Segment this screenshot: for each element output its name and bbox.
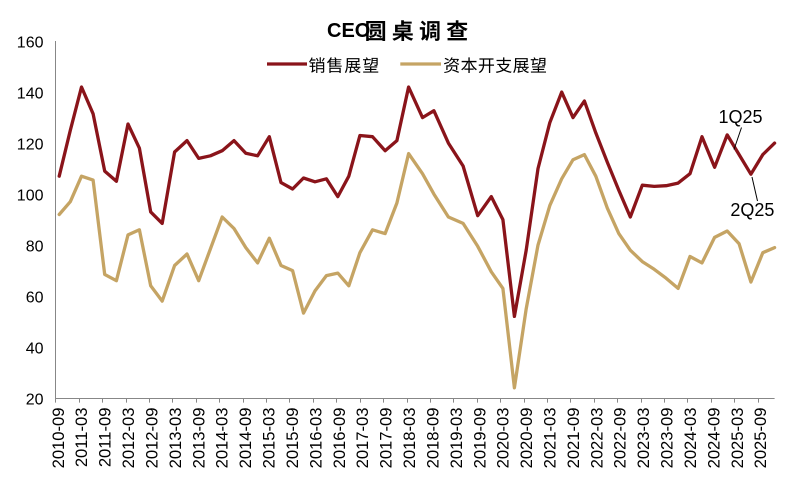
svg-text:2016-03: 2016-03: [306, 408, 325, 469]
svg-text:2013-09: 2013-09: [189, 408, 208, 469]
svg-text:2012-09: 2012-09: [143, 408, 162, 469]
svg-text:2017-09: 2017-09: [377, 408, 396, 469]
svg-text:2014-03: 2014-03: [213, 408, 232, 469]
svg-text:2022-09: 2022-09: [611, 408, 630, 469]
svg-text:2021-09: 2021-09: [564, 408, 583, 469]
svg-text:2024-03: 2024-03: [681, 408, 700, 469]
svg-text:2011-09: 2011-09: [96, 408, 115, 468]
svg-text:2018-03: 2018-03: [400, 408, 419, 469]
svg-text:2013-03: 2013-03: [166, 408, 185, 469]
svg-text:2Q25: 2Q25: [730, 200, 774, 220]
svg-text:2019-09: 2019-09: [470, 408, 489, 469]
svg-text:60: 60: [26, 289, 44, 306]
svg-text:2015-09: 2015-09: [283, 408, 302, 469]
svg-text:2012-03: 2012-03: [119, 408, 138, 469]
svg-text:160: 160: [17, 34, 44, 51]
svg-text:2014-09: 2014-09: [236, 408, 255, 469]
svg-text:1Q25: 1Q25: [719, 107, 763, 127]
svg-text:2021-03: 2021-03: [541, 408, 560, 469]
svg-text:80: 80: [26, 238, 44, 255]
svg-text:2020-09: 2020-09: [517, 408, 536, 469]
svg-text:2024-09: 2024-09: [704, 408, 723, 469]
svg-text:20: 20: [26, 391, 44, 408]
svg-text:140: 140: [17, 85, 44, 102]
svg-text:2011-03: 2011-03: [72, 408, 91, 468]
svg-text:100: 100: [17, 187, 44, 204]
svg-text:2017-03: 2017-03: [353, 408, 372, 469]
svg-text:2016-09: 2016-09: [330, 408, 349, 469]
svg-text:2015-03: 2015-03: [260, 408, 279, 469]
svg-text:2022-03: 2022-03: [587, 408, 606, 469]
svg-text:2018-09: 2018-09: [423, 408, 442, 469]
svg-text:2019-03: 2019-03: [447, 408, 466, 469]
svg-text:CEO: CEO: [327, 20, 370, 42]
svg-text:40: 40: [26, 340, 44, 357]
svg-text:2010-09: 2010-09: [49, 408, 68, 469]
svg-text:2023-03: 2023-03: [634, 408, 653, 469]
svg-text:2025-03: 2025-03: [728, 408, 747, 469]
svg-text:120: 120: [17, 136, 44, 153]
svg-text:2023-09: 2023-09: [658, 408, 677, 469]
svg-text:2020-03: 2020-03: [494, 408, 513, 469]
svg-text:2025-09: 2025-09: [751, 408, 770, 469]
